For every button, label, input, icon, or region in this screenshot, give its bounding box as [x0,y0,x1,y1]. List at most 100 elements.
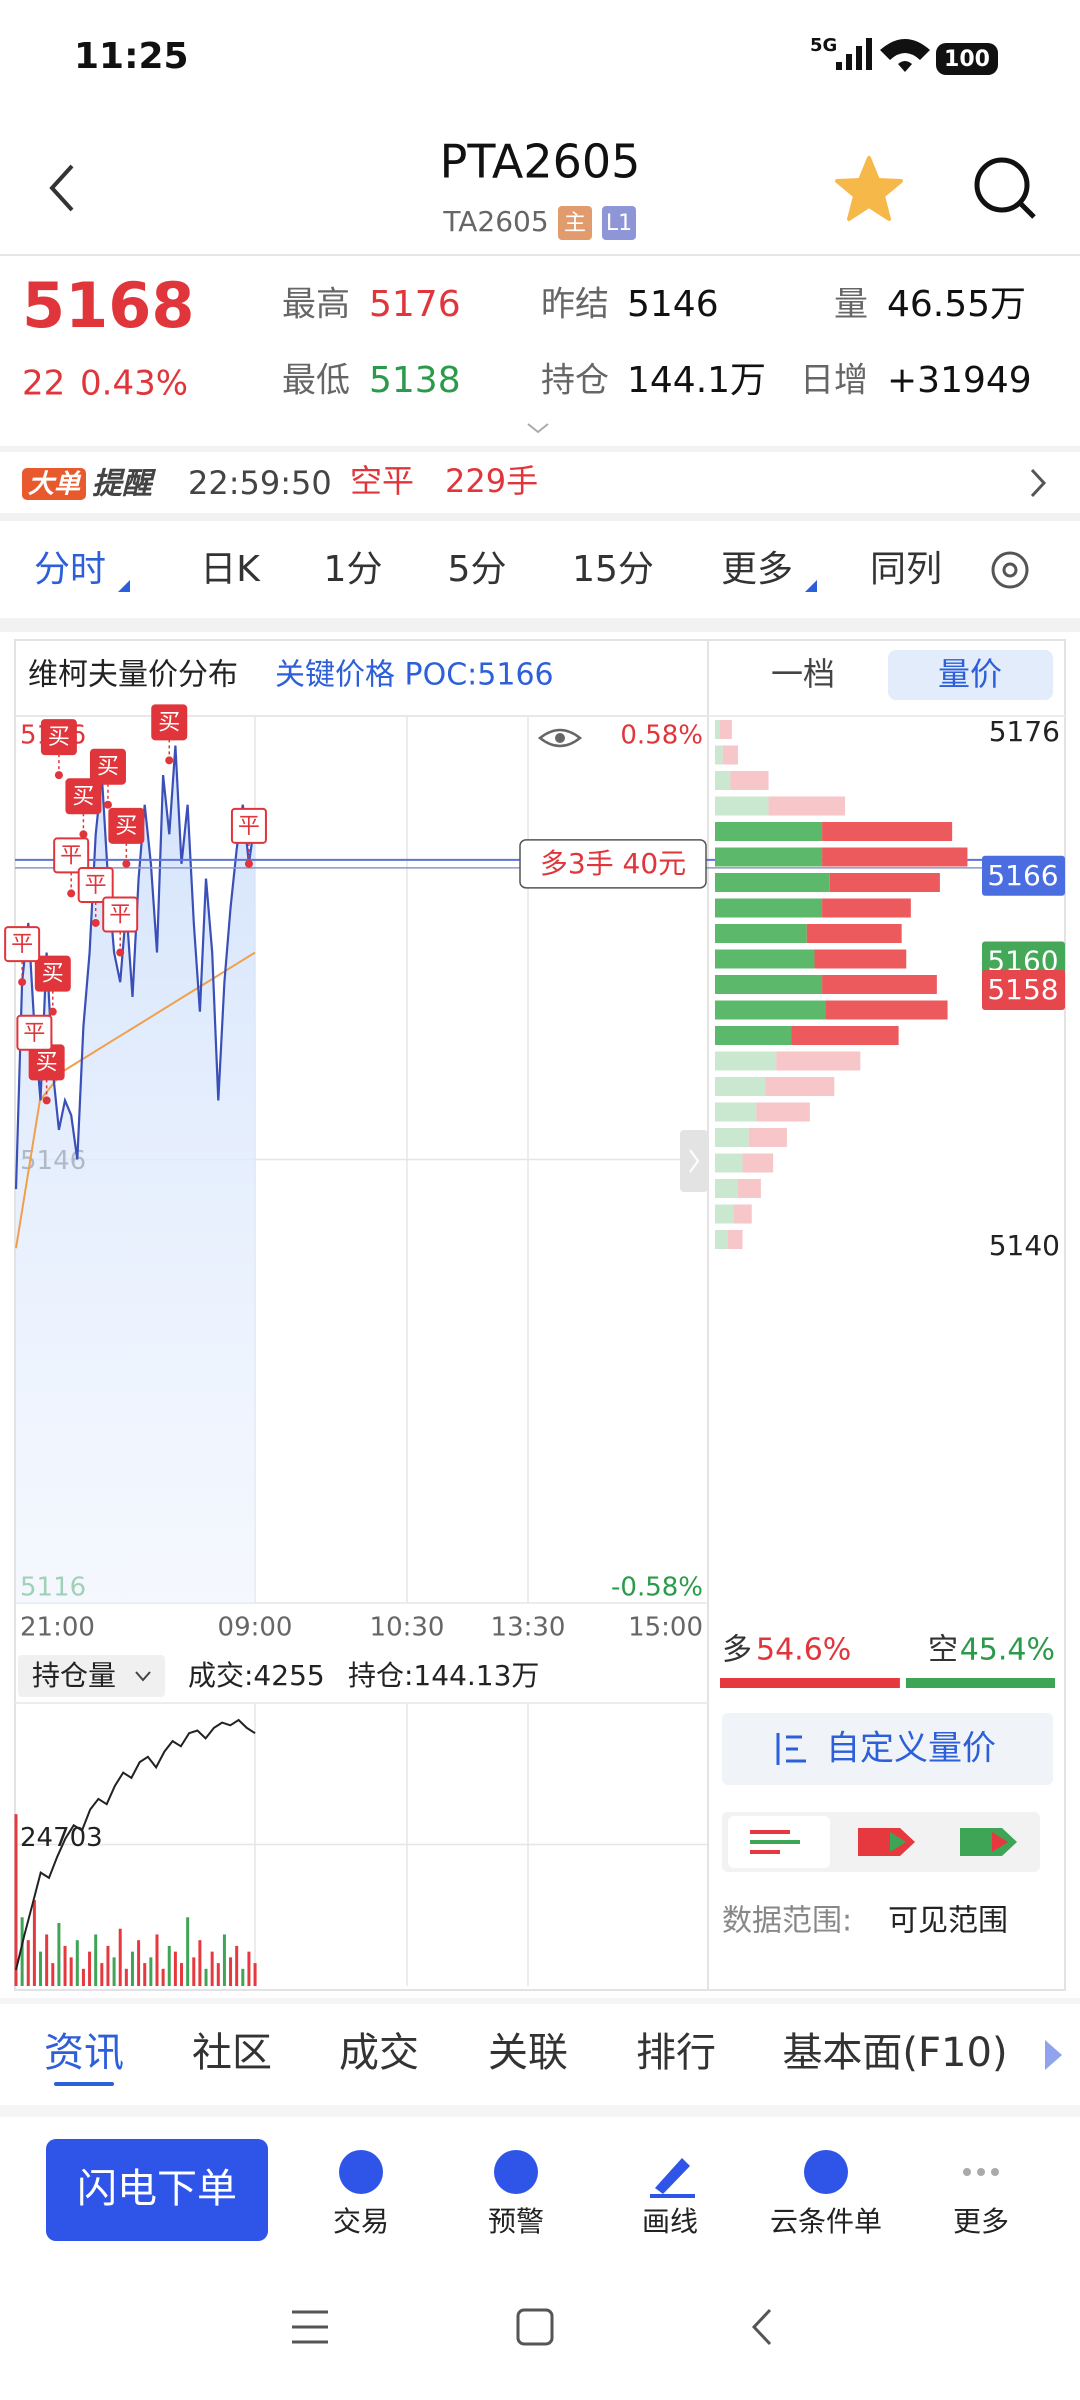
info-tab[interactable]: 基本面(F10) [782,2030,1007,2076]
trade-marker-label: 买 [48,725,70,750]
battery-level: 100 [944,47,990,72]
custom-button-label[interactable]: 自定义量价 [826,1729,996,1769]
quote-label: 量 [834,285,868,325]
x-tick-label: 10:30 [370,1613,445,1643]
action-label[interactable]: 交易 [333,2205,389,2238]
profile-sell-bar [733,1204,752,1224]
section-gap [0,618,1080,632]
trade-marker [65,778,102,815]
profile-sell-bar [806,924,902,943]
action-label[interactable]: 预警 [488,2205,544,2238]
trade-marker-label: 平 [23,1021,45,1046]
profile-sell-bar [822,898,911,918]
trade-marker-label: 平 [11,932,33,957]
custom-icon [776,1733,806,1765]
profile-sell-bar [822,975,937,994]
period-tab[interactable]: 5分 [448,549,507,590]
action-label[interactable]: 云条件单 [770,2205,882,2238]
info-tab[interactable]: 资讯 [44,2030,124,2076]
action-icon [655,2158,690,2194]
volume-bar [143,1963,147,1986]
volume-bar [88,1951,92,1986]
sub-selector-label[interactable]: 持仓量 [32,1659,116,1692]
period-tab[interactable]: 同列 [870,549,942,590]
settings-icon[interactable] [991,551,1029,589]
quote-label: 持仓 [541,361,609,401]
alert-more [1030,468,1047,498]
trade-marker-label: 平 [60,843,82,868]
long-label: 多 [722,1633,752,1668]
quote-value: 5176 [369,284,461,325]
volume-bar [94,1934,98,1986]
marker-dot [18,978,27,987]
trade-marker [4,926,41,963]
volume-bar [167,1945,171,1986]
period-tab[interactable]: 日K [200,549,261,590]
visibility-icon-pupil [555,733,565,743]
volume-bar [106,1945,110,1986]
profile-buy-bar [715,1077,766,1096]
marker-dot [79,830,88,839]
profile-buy-bar [715,898,823,918]
volume-bar [118,1928,122,1986]
short-pct: 45.4% [960,1633,1055,1668]
profile-sell-bar [776,1051,861,1071]
marker-dot [244,859,253,868]
marker-dot [42,1096,51,1105]
quote-label: 昨结 [541,285,609,325]
alert-action: 空平 [350,462,414,500]
info-tab[interactable]: 成交 [339,2030,419,2076]
marker-dot [122,859,131,868]
volume-bar [57,1922,61,1986]
sub-selector-chevron [135,1671,151,1682]
quick-order-label[interactable]: 闪电下单 [77,2166,237,2212]
profile-buy-bar [715,847,823,867]
price-tag [982,855,1065,896]
price-line [14,745,257,1190]
profile-sell-bar [719,720,732,739]
price-area [16,745,256,1603]
trade-marker [16,1014,53,1051]
custom-button [722,1713,1053,1785]
nav-back [751,2308,772,2346]
volume-bar [186,1917,190,1986]
short-label: 空 [928,1633,958,1668]
depth-tab[interactable]: 一档 [771,655,835,693]
profile-sell-bar [737,1179,761,1198]
period-tab[interactable]: 1分 [324,549,383,590]
x-tick-label: 21:00 [20,1613,95,1643]
section-gap [0,2105,1080,2117]
volume-bar [20,1917,24,1986]
trade-marker [34,955,71,992]
long-pct: 54.6% [756,1633,851,1668]
settings-icon-hub [1002,562,1018,578]
info-tab[interactable]: 关联 [488,2030,568,2076]
action-label[interactable]: 画线 [642,2205,698,2238]
profile-buy-bar [715,1026,792,1045]
period-tab[interactable]: 更多 [721,549,793,590]
depth-tab[interactable]: 量价 [938,655,1002,693]
quote-label: 最低 [282,361,350,401]
action-icon [963,2168,971,2176]
profile-sell-bar [768,796,846,816]
info-tab[interactable]: 社区 [192,2030,272,2076]
action-label[interactable]: 更多 [953,2205,1009,2238]
profile-buy-bar [715,720,720,739]
trade-marker-label: 买 [36,1050,58,1075]
pct-label-top: 0.58% [620,721,703,751]
style-option [992,1832,1008,1852]
volume-bar [247,1951,251,1986]
profile-buy-bar [715,1102,757,1122]
volume-bar [112,1957,116,1986]
tab-indicator [118,580,130,592]
period-tab[interactable]: 分时 [34,549,106,590]
period-tab[interactable]: 15分 [572,549,654,590]
profile-buy-bar [715,822,823,841]
profile-buy-bar [715,873,830,892]
price-tag-label: 5158 [987,973,1058,1006]
trade-marker [40,719,77,756]
volume-bar [155,1934,159,1986]
volume-bar [235,1945,239,1986]
info-tab[interactable]: 排行 [636,2030,716,2076]
